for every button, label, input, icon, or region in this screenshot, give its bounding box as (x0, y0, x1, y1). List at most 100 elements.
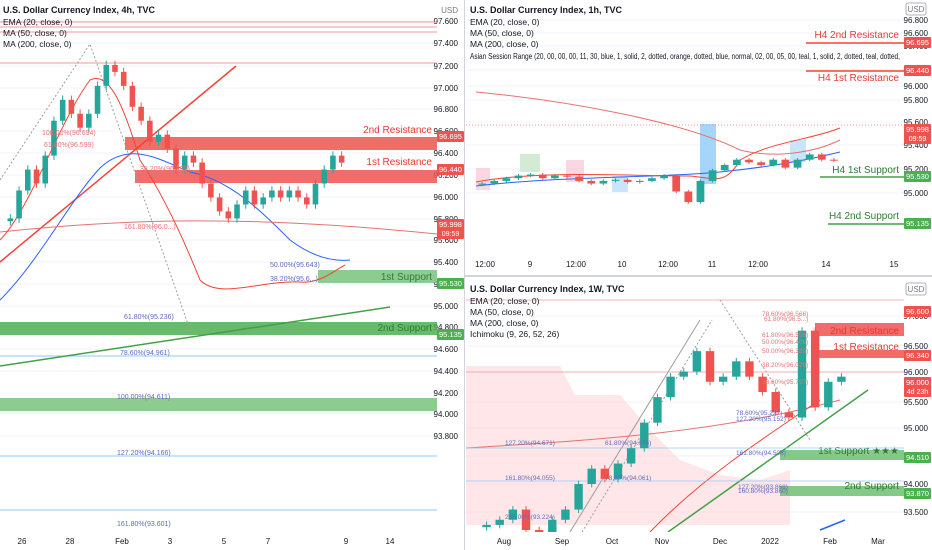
zone-1st-support[interactable] (318, 270, 437, 283)
candle-body[interactable] (769, 159, 778, 165)
candle-body[interactable] (793, 159, 802, 168)
candle-body[interactable] (330, 155, 336, 170)
candle-body[interactable] (745, 361, 754, 377)
zone-2nd-resistance[interactable] (815, 323, 904, 336)
candle-body[interactable] (7, 218, 14, 222)
indicator-label[interactable]: Asian Session Range (20, 00, 00, 00, 11,… (470, 52, 900, 61)
candle-body[interactable] (797, 330, 807, 418)
candle-body[interactable] (190, 155, 197, 163)
candle-body[interactable] (805, 154, 814, 160)
indicator-label[interactable]: MA (50, close, 0) (3, 28, 67, 38)
candle-body[interactable] (626, 448, 636, 464)
candle-body[interactable] (77, 113, 83, 128)
zone-1st-resistance[interactable] (815, 350, 904, 358)
candle-body[interactable] (732, 159, 741, 165)
candle-body[interactable] (599, 180, 608, 184)
indicator-label[interactable]: EMA (20, close, 0) (3, 17, 73, 27)
candle-body[interactable] (502, 178, 511, 181)
panel-4h[interactable]: USD 97.60097.40097.20097.00096.80096.600… (0, 0, 464, 550)
candle-body[interactable] (771, 392, 780, 413)
candle-body[interactable] (653, 397, 662, 423)
candle-body[interactable] (51, 120, 57, 156)
candle-body[interactable] (600, 468, 610, 479)
price-axis-4h[interactable]: USD (437, 0, 464, 532)
candle-body[interactable] (208, 183, 214, 198)
panel-1h[interactable]: USD 96.80096.60096.40096.20096.00095.800… (466, 0, 932, 274)
candle-body[interactable] (837, 376, 846, 382)
indicator-label[interactable]: Ichimoku (9, 26, 52, 26) (470, 329, 559, 339)
candle-body[interactable] (138, 106, 144, 121)
candle-body[interactable] (696, 180, 705, 203)
candle-body[interactable] (640, 422, 649, 449)
candle-body[interactable] (25, 169, 31, 191)
indicator-label[interactable]: EMA (20, close, 0) (470, 296, 540, 306)
trendline-support[interactable] (667, 389, 869, 533)
candle-body[interactable] (260, 197, 266, 205)
candle-body[interactable] (758, 376, 767, 392)
candle-body[interactable] (277, 190, 284, 198)
candle-body[interactable] (660, 175, 668, 179)
candle-body[interactable] (623, 179, 632, 182)
candle-body[interactable] (478, 183, 486, 185)
candle-body[interactable] (490, 180, 499, 184)
zone-1st-support[interactable] (780, 450, 904, 460)
panel-1w[interactable]: USD 97.00096.50096.00095.50095.00094.500… (465, 278, 932, 550)
candle-body[interactable] (732, 361, 741, 377)
candle-body[interactable] (508, 509, 518, 520)
candle-body[interactable] (587, 180, 596, 184)
candle-body[interactable] (242, 190, 249, 205)
candle-body[interactable] (251, 190, 258, 205)
candle-body[interactable] (321, 169, 327, 184)
candle-body[interactable] (16, 190, 22, 219)
candle-body[interactable] (679, 371, 688, 377)
candle-body[interactable] (745, 159, 753, 163)
candle-body[interactable] (708, 170, 717, 181)
candle-body[interactable] (648, 178, 656, 181)
candle-body[interactable] (269, 190, 275, 198)
candle-body[interactable] (234, 204, 240, 219)
indicator-label[interactable]: EMA (20, close, 0) (470, 17, 540, 27)
candle-body[interactable] (692, 351, 702, 372)
candle-body[interactable] (575, 176, 584, 181)
candle-body[interactable] (112, 64, 118, 72)
candle-body[interactable] (155, 134, 162, 142)
candle-body[interactable] (312, 183, 319, 205)
candle-body[interactable] (587, 468, 596, 484)
candle-body[interactable] (684, 191, 693, 203)
candle-body[interactable] (757, 162, 766, 165)
candle-body[interactable] (129, 85, 136, 107)
candle-body[interactable] (164, 134, 171, 149)
candle-body[interactable] (59, 99, 66, 121)
candle-body[interactable] (216, 197, 223, 212)
candle-body[interactable] (86, 113, 92, 128)
zone-2nd-resistance[interactable] (125, 137, 437, 150)
candle-body[interactable] (181, 155, 188, 170)
candle-body[interactable] (147, 120, 153, 142)
indicator-label[interactable]: MA (200, close, 0) (470, 39, 539, 49)
candle-body[interactable] (672, 175, 681, 192)
candle-body[interactable] (705, 351, 715, 382)
candle-body[interactable] (574, 484, 583, 510)
candle-body[interactable] (824, 381, 833, 408)
candle-body[interactable] (68, 99, 75, 114)
candle-body[interactable] (173, 148, 179, 170)
candle-body[interactable] (120, 71, 127, 86)
candle-body[interactable] (784, 412, 794, 418)
candle-body[interactable] (611, 179, 620, 181)
candle-body[interactable] (561, 509, 570, 520)
candle-body[interactable] (199, 162, 205, 184)
zone-2nd-support[interactable] (780, 486, 904, 496)
indicator-label[interactable]: MA (50, close, 0) (470, 28, 534, 38)
candle-body[interactable] (42, 155, 49, 184)
time-axis-1w[interactable]: Aug Sep Oct Nov Dec 2022 Feb Mar (466, 532, 932, 550)
indicator-label[interactable]: MA (50, close, 0) (470, 307, 534, 317)
candle-body[interactable] (635, 180, 644, 182)
candle-body[interactable] (830, 159, 838, 161)
candle-body[interactable] (666, 376, 675, 398)
candle-body[interactable] (538, 174, 547, 179)
candle-body[interactable] (550, 175, 559, 179)
time-axis-4h[interactable]: 26 28 Feb 3 5 7 9 14 (0, 532, 464, 550)
candle-body[interactable] (482, 524, 491, 528)
candle-body[interactable] (514, 175, 523, 179)
candle-body[interactable] (225, 211, 232, 219)
